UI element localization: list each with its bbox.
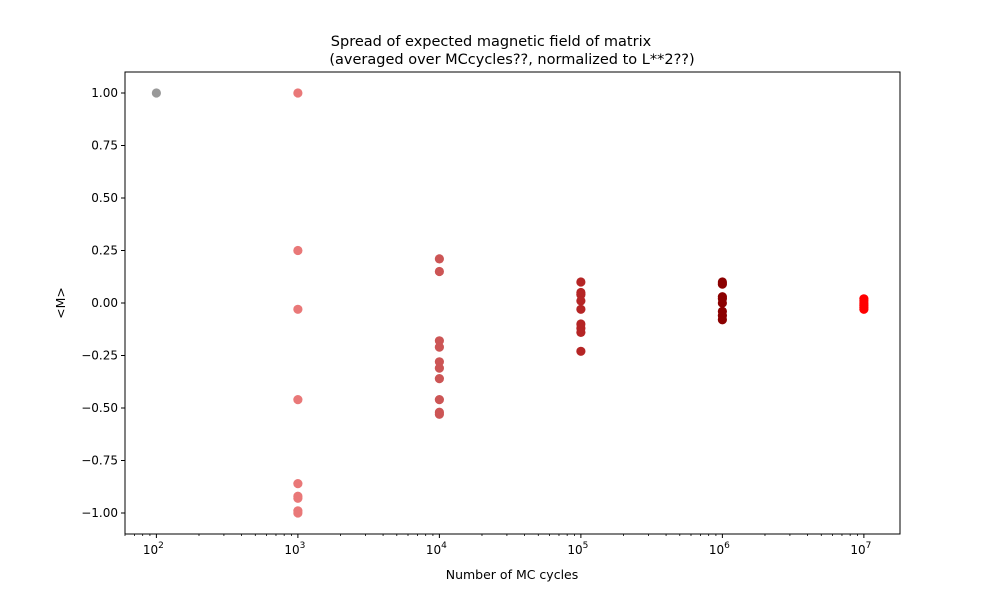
y-tick-label: 0.75 xyxy=(91,139,118,153)
x-tick-label: 104 xyxy=(426,541,447,557)
data-point xyxy=(717,298,727,308)
data-point xyxy=(293,506,303,516)
y-tick-label: 1.00 xyxy=(91,86,118,100)
y-tick-label: −0.75 xyxy=(81,454,118,468)
data-point xyxy=(293,304,303,314)
data-point xyxy=(434,342,444,352)
data-points xyxy=(151,88,869,518)
chart-title-line2: (averaged over MCcycles??, normalized to… xyxy=(329,52,694,68)
chart-title-line1: Spread of expected magnetic field of mat… xyxy=(331,34,652,50)
data-point xyxy=(434,363,444,373)
y-tick-label: 0.00 xyxy=(91,296,118,310)
y-tick-label: 0.25 xyxy=(91,244,118,258)
x-axis-label: Number of MC cycles xyxy=(446,567,579,582)
y-tick-label: −0.25 xyxy=(81,349,118,363)
x-tick-label: 105 xyxy=(567,541,588,557)
data-point xyxy=(859,304,869,314)
data-point xyxy=(434,395,444,405)
data-point xyxy=(434,409,444,419)
x-tick-label: 107 xyxy=(850,541,871,557)
y-tick-label: −0.50 xyxy=(81,401,118,415)
data-point xyxy=(576,327,586,337)
data-point xyxy=(576,304,586,314)
data-point xyxy=(434,266,444,277)
data-point xyxy=(293,88,303,98)
y-axis-label: <M> xyxy=(53,287,68,319)
y-axis: 1.00 0.75 0.50 0.25 0.00 −0.25 −0.50 −0.75 −1.00 xyxy=(81,86,125,520)
x-tick-label: 102 xyxy=(143,541,164,557)
data-point xyxy=(293,395,303,405)
data-point xyxy=(717,315,727,325)
y-tick-label: 0.50 xyxy=(91,191,118,205)
data-point xyxy=(576,277,586,287)
x-tick-label: 103 xyxy=(284,541,305,557)
data-point xyxy=(434,357,444,367)
data-point xyxy=(293,479,303,489)
data-point xyxy=(151,88,161,98)
x-tick-label: 106 xyxy=(709,541,730,557)
y-tick-label: −1.00 xyxy=(81,506,118,520)
x-axis: 102 103 104 105 106 107 xyxy=(124,534,871,557)
data-point xyxy=(576,346,586,356)
data-point xyxy=(293,491,303,501)
data-point xyxy=(434,374,444,384)
data-point xyxy=(717,279,727,289)
data-point xyxy=(293,245,303,256)
data-point xyxy=(434,254,444,264)
data-point xyxy=(576,296,586,306)
data-point xyxy=(576,290,586,300)
plot-area-frame xyxy=(124,71,901,535)
data-point xyxy=(434,336,444,346)
